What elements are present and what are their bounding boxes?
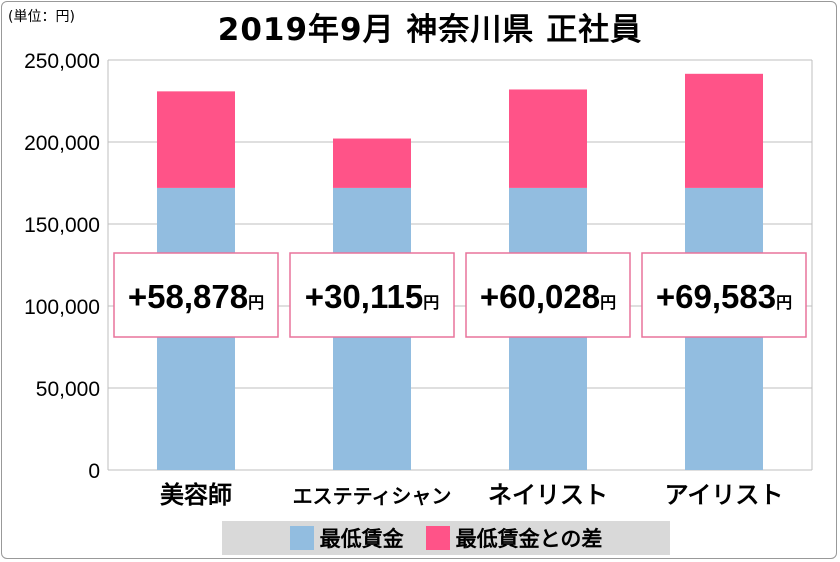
bar-segment-difference: [157, 91, 235, 188]
bar-segment-difference: [333, 138, 411, 188]
legend-swatch: [425, 526, 450, 550]
data-label-box: [465, 252, 631, 338]
y-tick-label: 50,000: [36, 378, 100, 401]
x-tick-label: エステティシャン: [293, 484, 452, 508]
data-label: +30,115円: [305, 278, 439, 315]
data-label-box: [641, 252, 807, 338]
data-label: +58,878円: [128, 278, 264, 315]
y-tick-label: 250,000: [24, 50, 100, 73]
unit-label: (単位：円): [8, 9, 75, 25]
bar-segment-difference: [685, 73, 763, 188]
legend-item-min-wage: 最低賃金: [289, 523, 404, 553]
x-tick-label: アイリスト: [665, 481, 784, 509]
bar-segment-difference: [509, 89, 587, 188]
x-tick-label: 美容師: [160, 481, 232, 509]
chart-title: 2019年9月 神奈川県 正社員: [217, 12, 643, 48]
y-tick-label: 0: [88, 460, 100, 483]
legend-label: 最低賃金との差: [455, 527, 603, 551]
y-tick-label: 200,000: [24, 132, 100, 155]
x-tick-label: ネイリスト: [488, 481, 608, 509]
y-tick-label: 150,000: [24, 214, 100, 237]
data-label-box: [289, 252, 455, 338]
legend-item-difference: 最低賃金との差: [425, 523, 603, 553]
data-label: +69,583円: [656, 278, 792, 315]
data-label-box: [113, 252, 279, 338]
data-label: +60,028円: [480, 278, 616, 315]
legend-label: 最低賃金: [319, 527, 404, 551]
y-tick-label: 100,000: [24, 296, 100, 319]
legend-swatch: [289, 526, 314, 550]
legend: 最低賃金 最低賃金との差: [222, 521, 670, 555]
